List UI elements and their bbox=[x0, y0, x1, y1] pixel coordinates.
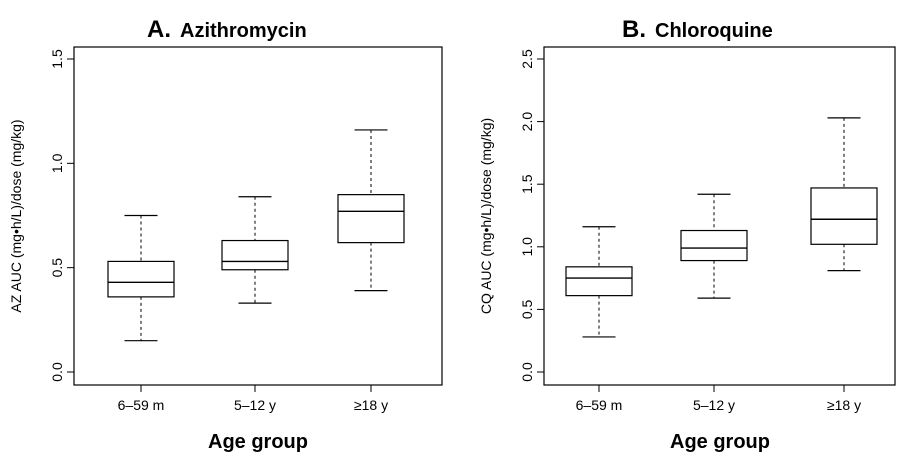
panel-a-y-tick-label: 1.5 bbox=[49, 49, 65, 69]
panel-b-title-letter: B. bbox=[622, 16, 646, 43]
panel-a-x-label: Age group bbox=[208, 431, 308, 453]
panel-a: A. Azithromycin 0.0 0.5 1.0 1.5 6–59 m 5–12 … bbox=[8, 16, 443, 453]
panel-b-y-tick-label: 2.0 bbox=[519, 112, 535, 132]
panel-b-boxes bbox=[565, 117, 878, 338]
panel-b-y-tick-label: 2.5 bbox=[519, 49, 535, 69]
panel-a-x-tick-label: 6–59 m bbox=[118, 397, 165, 413]
panel-b-y-tick-label: 0.5 bbox=[519, 299, 535, 319]
panel-b-y-tick-label: 0.0 bbox=[519, 362, 535, 382]
panel-b: B. Chloroquine 0.0 0.5 1.0 1.5 2.0 2.5 6–59 m… bbox=[478, 16, 896, 453]
panel-a-box bbox=[337, 194, 405, 244]
panel-b-x-axis: 6–59 m 5–12 y ≥18 y bbox=[576, 385, 861, 413]
panel-a-plot-frame bbox=[73, 46, 443, 386]
panel-a-title: Azithromycin bbox=[180, 20, 307, 42]
panel-b-title: Chloroquine bbox=[655, 20, 773, 42]
panel-a-y-label: AZ AUC (mg•h/L)/dose (mg/kg) bbox=[8, 119, 24, 312]
panel-a-x-axis: 6–59 m 5–12 y ≥18 y bbox=[118, 385, 388, 413]
panel-a-title-letter: A. bbox=[147, 16, 171, 43]
panel-b-y-tick-label: 1.5 bbox=[519, 174, 535, 194]
panel-b-x-tick-label: 6–59 m bbox=[576, 397, 623, 413]
panel-b-box bbox=[680, 229, 748, 262]
panel-b-box bbox=[810, 187, 878, 245]
panel-a-boxes bbox=[107, 129, 405, 342]
panel-b-x-tick-label: ≥18 y bbox=[827, 397, 861, 413]
panel-b-plot-frame bbox=[543, 46, 896, 386]
panel-b-y-label: CQ AUC (mg•h/L)/dose (mg/kg) bbox=[478, 118, 494, 314]
panel-b-y-tick-label: 1.0 bbox=[519, 237, 535, 257]
panel-a-y-tick-label: 0.5 bbox=[49, 258, 65, 278]
panel-a-x-tick-label: 5–12 y bbox=[234, 397, 276, 413]
panel-a-box bbox=[107, 260, 175, 298]
panel-b-y-axis: 0.0 0.5 1.0 1.5 2.0 2.5 bbox=[519, 49, 544, 382]
panel-a-y-axis: 0.0 0.5 1.0 1.5 bbox=[49, 49, 74, 382]
panel-b-x-tick-label: 5–12 y bbox=[693, 397, 735, 413]
panel-b-box bbox=[565, 266, 633, 297]
panel-a-y-tick-label: 1.0 bbox=[49, 153, 65, 173]
panel-b-x-label: Age group bbox=[670, 431, 770, 453]
panel-a-x-tick-label: ≥18 y bbox=[354, 397, 388, 413]
panel-a-box bbox=[221, 239, 289, 271]
panel-a-y-tick-label: 0.0 bbox=[49, 362, 65, 382]
